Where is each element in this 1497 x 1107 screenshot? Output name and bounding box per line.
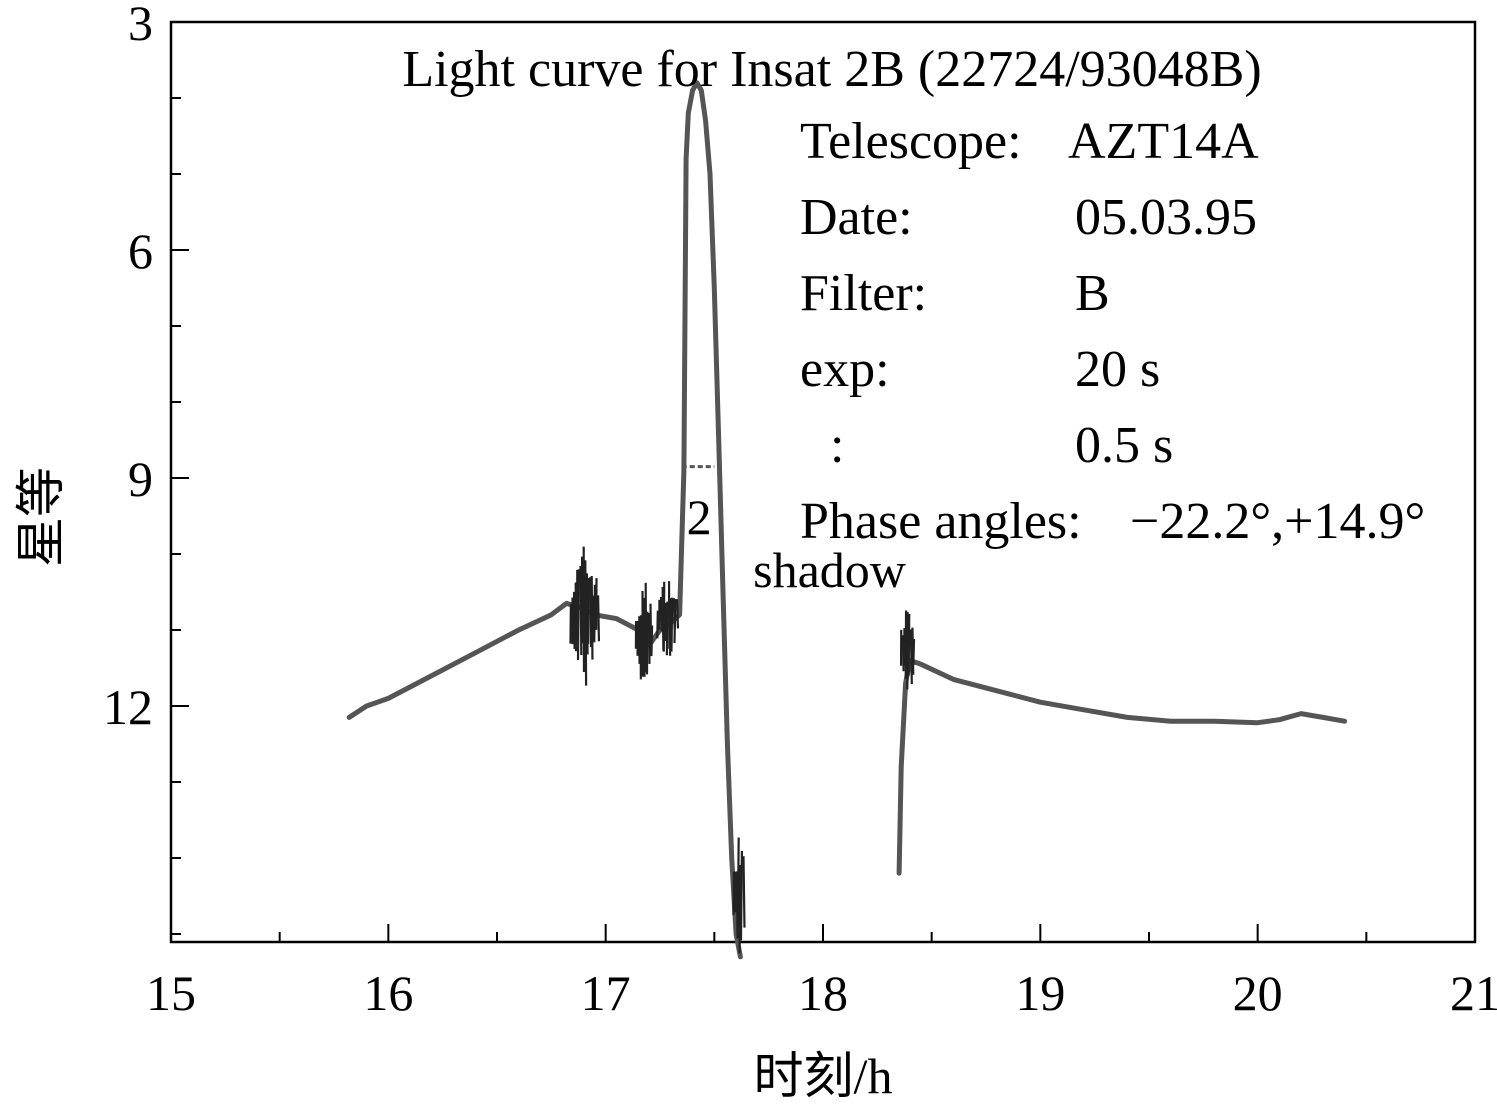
- noise-stroke: [596, 595, 601, 642]
- noise-stroke: [668, 598, 672, 656]
- series-line: [896, 657, 1348, 876]
- info-row: : 0.5 s: [830, 417, 1173, 474]
- noise-stroke: [912, 638, 916, 666]
- noise-burst: [899, 610, 916, 690]
- noise-stroke: [673, 598, 677, 644]
- noise-burst: [569, 546, 601, 686]
- noise-stroke: [738, 864, 742, 954]
- info-value: B: [1075, 265, 1110, 322]
- noise-burst: [656, 581, 680, 656]
- y-tick-label: 9: [128, 451, 153, 507]
- x-tick-label: 15: [146, 965, 196, 1021]
- chart-title: Light curve for Insat 2B (22724/93048B): [402, 41, 1261, 98]
- annotation-label: shadow: [753, 542, 906, 598]
- noise-stroke: [650, 625, 654, 657]
- y-tick-label: 3: [128, 0, 153, 51]
- annotations: 2 shadow: [687, 489, 906, 598]
- x-axis-ticks: 15 16 17 18 19 20 21: [146, 924, 1497, 1021]
- noise-stroke: [675, 599, 680, 629]
- noise-burst: [634, 582, 654, 680]
- noise-stroke: [665, 601, 669, 656]
- y-axis-label: 星等: [13, 467, 69, 567]
- x-tick-label: 17: [581, 965, 631, 1021]
- noise-burst: [732, 837, 746, 954]
- noise-stroke: [647, 612, 651, 664]
- info-value: 05.03.95: [1075, 189, 1257, 246]
- noise-stroke: [739, 850, 743, 941]
- info-row: exp: 20 s: [800, 341, 1160, 398]
- noise-stroke: [909, 629, 913, 685]
- noise-stroke: [656, 610, 659, 639]
- info-label: Date:: [800, 189, 913, 246]
- series-line: [346, 80, 743, 960]
- noise-stroke: [584, 560, 588, 686]
- info-label: Filter:: [800, 265, 927, 322]
- x-tick-label: 21: [1450, 965, 1497, 1021]
- noise-stroke: [670, 597, 674, 652]
- info-row: Phase angles: −22.2°,+14.9°: [800, 493, 1425, 550]
- info-block: Telescope: AZT14A Date: 05.03.95 Filter: Bexp…: [800, 113, 1425, 550]
- info-value: −22.2°,+14.9°: [1130, 493, 1425, 550]
- info-row: Filter: B: [800, 265, 1110, 322]
- info-value: AZT14A: [1068, 113, 1259, 170]
- y-tick-label: 12: [103, 679, 153, 735]
- noise-stroke: [576, 569, 580, 660]
- noise-stroke: [572, 591, 576, 649]
- info-label: :: [830, 417, 844, 474]
- x-tick-label: 18: [798, 965, 848, 1021]
- noise-stroke: [907, 613, 911, 676]
- y-tick-label: 6: [128, 223, 153, 279]
- info-label: exp:: [800, 341, 890, 398]
- noise-stroke: [590, 575, 594, 660]
- info-label: Telescope:: [800, 113, 1022, 170]
- x-tick-label: 19: [1015, 965, 1065, 1021]
- info-label: Phase angles:: [800, 493, 1082, 550]
- x-axis-label: 时刻/h: [754, 1048, 893, 1104]
- info-value: 20 s: [1075, 341, 1160, 398]
- info-row: Telescope: AZT14A: [800, 113, 1259, 170]
- noise-stroke: [663, 602, 667, 642]
- noise-layer: [569, 546, 916, 954]
- y-axis-ticks: 3 6 9 12: [103, 0, 189, 935]
- noise-stroke: [593, 584, 596, 643]
- noise-stroke: [659, 596, 663, 632]
- noise-stroke: [742, 856, 746, 928]
- annotation-label: 2: [687, 489, 712, 545]
- x-tick-label: 16: [363, 965, 413, 1021]
- noise-stroke: [736, 837, 740, 938]
- info-value: 0.5 s: [1075, 417, 1173, 474]
- noise-stroke: [588, 577, 593, 648]
- x-tick-label: 20: [1233, 965, 1283, 1021]
- info-row: Date: 05.03.95: [800, 189, 1257, 246]
